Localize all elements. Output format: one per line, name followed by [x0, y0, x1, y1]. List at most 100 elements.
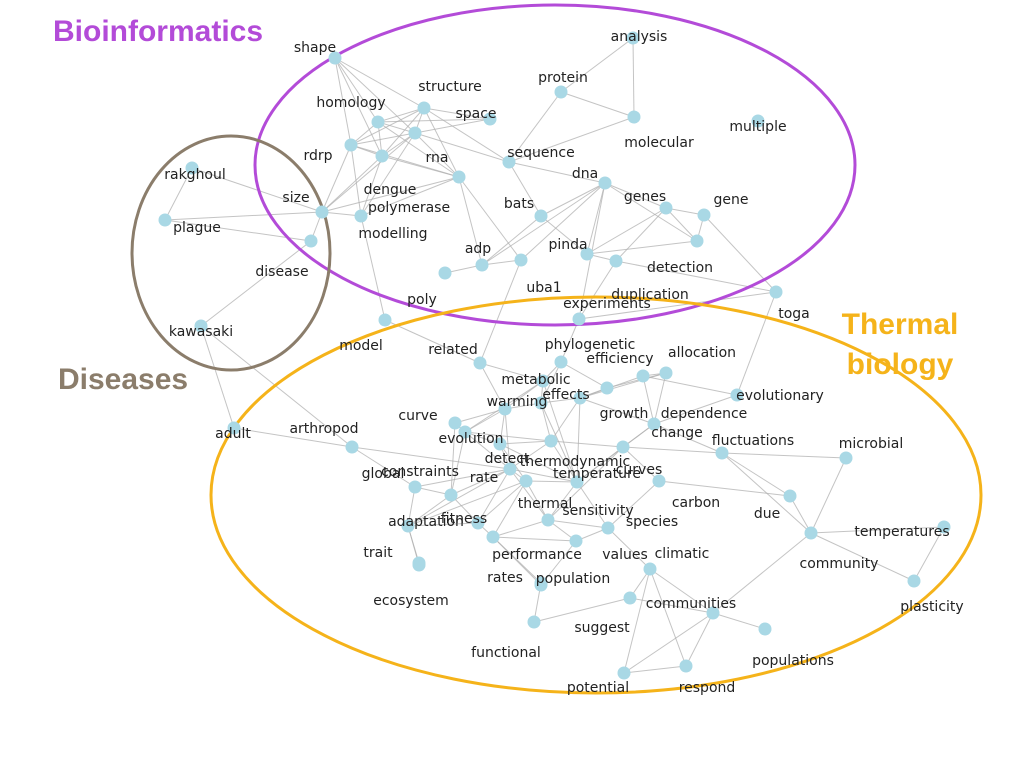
node-experiments: [572, 312, 586, 326]
node-functional: [527, 615, 541, 629]
node-label-metabolic: metabolic: [501, 372, 570, 388]
node-values: [569, 534, 583, 548]
edge-polymerase-size: [321, 176, 460, 213]
edge-constraints-adaptation: [407, 494, 452, 527]
edge-size-plague: [164, 211, 323, 221]
node-label-species: species: [626, 514, 678, 530]
node-analysis: [626, 31, 640, 45]
node-polymerase: [452, 170, 466, 184]
edge-warming-curve: [454, 408, 506, 424]
edge-rna-polymerase: [414, 132, 460, 178]
node-label-thermodynamic: thermodynamic: [520, 454, 631, 470]
edge-climatic-communities: [649, 568, 714, 614]
node-potential: [617, 666, 631, 680]
node-label-adaptation: adaptation: [388, 514, 464, 530]
edge-performance-values: [492, 536, 577, 542]
cluster-ellipse-layer: [130, 3, 983, 695]
edge-allocation-growth: [579, 372, 667, 399]
node-population: [534, 578, 548, 592]
edge-performance-population: [492, 536, 542, 586]
node-rdrp: [344, 138, 358, 152]
edge-due-community: [789, 495, 812, 534]
node-label-sequence: sequence: [507, 145, 574, 161]
edge-experiments-phylogenetic: [560, 318, 580, 363]
edge-fluctuations-curves: [622, 446, 723, 454]
edge-sequence-bats: [508, 161, 542, 217]
edge-structure-polymerase: [423, 107, 460, 178]
node-label-uba1: uba1: [526, 280, 561, 296]
node-label-toga: toga: [778, 306, 810, 322]
edge-rna-dengue: [381, 132, 416, 157]
edge-rna-sequence: [414, 132, 510, 163]
node-plasticity: [907, 574, 921, 588]
node-label-community: community: [800, 556, 879, 572]
edge-rate-adaptation: [407, 468, 511, 527]
node-protein: [554, 85, 568, 99]
edge-sequence-dna: [508, 161, 606, 184]
edge-sensitivity-species: [547, 519, 609, 529]
edge-dengue-size: [321, 155, 383, 213]
edge-detect-temperature: [499, 443, 578, 483]
node-curve: [448, 416, 462, 430]
node-rate: [503, 462, 517, 476]
edge-dna-adp: [481, 182, 606, 266]
node-label-trait: trait: [363, 545, 393, 561]
node-label-rates: rates: [487, 570, 523, 586]
node-rna: [408, 126, 422, 140]
node-dengue: [375, 149, 389, 163]
edge-bats-pinda: [540, 215, 588, 255]
node-homology: [371, 115, 385, 129]
node-label-duplication: duplication: [611, 287, 689, 303]
node-label-layer: shape analysis protein structure homology spa…: [164, 29, 963, 696]
node-label-functional: functional: [471, 645, 541, 661]
thermal-biology-cluster-ellipse: [209, 295, 983, 695]
edge-space-structure: [423, 107, 491, 120]
node-fluctuations: [715, 446, 729, 460]
edge-thermal-adaptation: [407, 480, 527, 527]
diseases-cluster-ellipse: [130, 134, 332, 372]
node-shape: [328, 51, 342, 65]
edge-growth-temperature: [576, 397, 581, 483]
node-label-curves: curves: [616, 462, 663, 478]
edge-structure-homology: [377, 107, 425, 123]
node-label-poly: poly: [407, 292, 437, 308]
node-label-rakghoul: rakghoul: [164, 167, 226, 183]
node-label-allocation: allocation: [668, 345, 736, 361]
edge-thermodynamic-curves: [550, 440, 624, 448]
node-sequence: [502, 155, 516, 169]
node-label-fluctuations: fluctuations: [712, 433, 794, 449]
edge-dna-uba1: [520, 182, 606, 261]
node-label-analysis: analysis: [611, 29, 668, 45]
node-curves: [616, 440, 630, 454]
edge-thermal-fitness: [477, 480, 527, 524]
node-label-constraints: constraints: [381, 464, 459, 480]
edge-fitness-adaptation: [407, 522, 479, 527]
edge-community-plasticity: [810, 532, 915, 582]
node-label-disease: disease: [255, 264, 308, 280]
edge-shape-rna: [334, 57, 416, 134]
edge-shape-homology: [334, 57, 379, 123]
edge-species-climatic: [607, 527, 651, 570]
edge-climatic-respond: [649, 568, 687, 667]
node-global: [408, 480, 422, 494]
edge-genes-detection: [665, 207, 698, 242]
node-label-carbon: carbon: [672, 495, 720, 511]
node-label-temperature: temperature: [553, 466, 641, 482]
edge-molecular-sequence: [508, 116, 635, 163]
node-label-dna: dna: [572, 166, 598, 182]
node-suggest: [623, 591, 637, 605]
edge-warming-evolution: [464, 408, 506, 433]
edge-potential-respond: [623, 665, 687, 674]
node-label-due: due: [754, 506, 780, 522]
edge-shape-rdrp: [334, 57, 352, 146]
edge-phylogenetic-efficiency: [560, 361, 608, 389]
node-label-potential: potential: [567, 680, 629, 696]
node-label-arthropod: arthropod: [289, 421, 358, 437]
node-climatic: [643, 562, 657, 576]
node-detection: [690, 234, 704, 248]
node-duplication: [609, 254, 623, 268]
node-evolutionary: [730, 388, 744, 402]
node-dependence: [636, 369, 650, 383]
edge-metabolic-temperature: [542, 380, 578, 483]
